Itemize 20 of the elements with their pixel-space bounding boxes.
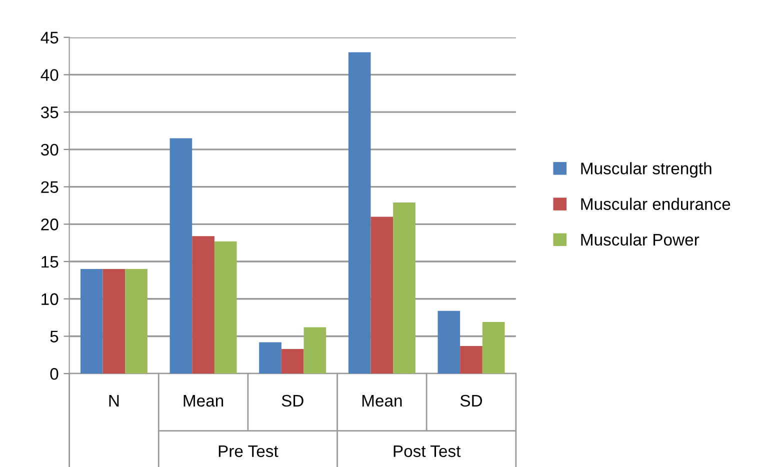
y-tick-label: 0	[50, 368, 58, 380]
x-tick-label: SD	[460, 394, 482, 407]
y-tick-label: 25	[41, 181, 58, 194]
text: Pre Test	[218, 445, 278, 458]
legend-label: Muscular Power	[581, 233, 700, 246]
legend-label: Muscular endurance	[581, 198, 730, 210]
y-tick-label: 35	[40, 106, 58, 118]
y-tick-label: 10	[42, 293, 58, 306]
y-tick-label: 30	[40, 144, 58, 156]
x-tick-label: Mean	[184, 395, 224, 407]
x-tick-label: N	[109, 395, 119, 406]
y-tick-label: 5	[50, 330, 58, 342]
x-tick-label: SD	[282, 394, 304, 407]
y-tick-label: 15	[42, 256, 58, 268]
legend-label: Muscular strength	[581, 162, 712, 178]
y-tick-label: 45	[40, 32, 58, 44]
y-tick-label: 20	[41, 218, 58, 230]
text: Post Test	[394, 445, 461, 458]
x-tick-label: Mean	[362, 395, 402, 407]
y-tick-label: 40	[40, 69, 58, 81]
